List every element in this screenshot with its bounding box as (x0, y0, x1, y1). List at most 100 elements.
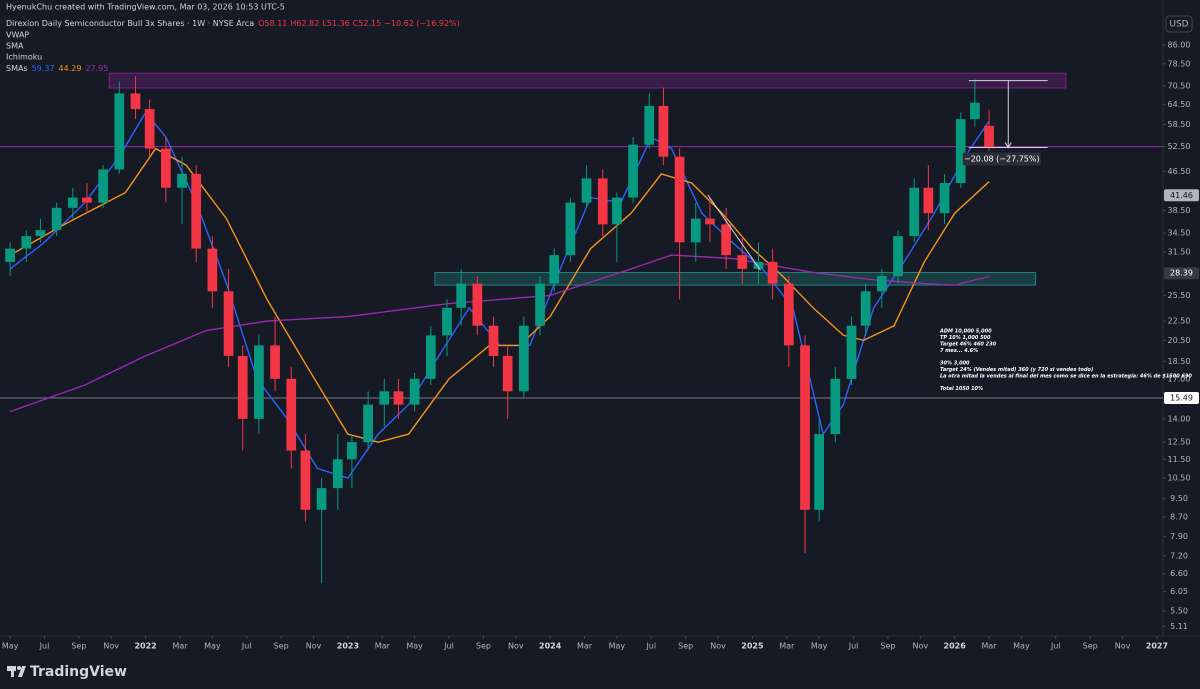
symbol: Direxion Daily Semiconductor Bull 3x Sha… (6, 19, 254, 28)
credit: HyenukChu created with TradingView.com, … (6, 3, 285, 12)
candle-body (877, 276, 887, 292)
y-tick-label: 10.50 (1168, 474, 1191, 483)
candle-body (846, 325, 857, 379)
candle-body (35, 230, 46, 237)
candle-body (753, 261, 764, 269)
candle-body (674, 156, 685, 243)
y-tick-label: 64.50 (1168, 100, 1191, 109)
price-label-box (1164, 391, 1199, 404)
x-tick-label: Jul (1050, 642, 1061, 651)
x-tick-label: Sep (71, 642, 86, 651)
x-tick-label: May (1013, 642, 1030, 651)
ohlc: O58.11 (258, 19, 287, 28)
sma-legend: SMAs 59.37 44.29 27.95 (6, 64, 108, 73)
y-tick-label: 12.50 (1168, 438, 1191, 447)
annotation-line: Target 46% 460 230 (940, 342, 997, 348)
currency-box[interactable] (1165, 15, 1193, 33)
x-tick-label: May (609, 642, 626, 651)
candle-body (67, 197, 78, 208)
x-tick-label: 2023 (337, 642, 359, 651)
x-tick-label: Nov (306, 642, 322, 651)
x-tick-label: 2022 (134, 642, 156, 651)
candle-body (767, 261, 778, 284)
candle-body (549, 255, 560, 284)
x-tick-label: Jul (241, 642, 252, 651)
annotation-line: 30% 3,000 (940, 361, 970, 367)
price-label: 41.46 (1170, 191, 1193, 200)
annotation-line: TP 10% 1,000 500 (940, 335, 991, 341)
sma-value: 27.95 (85, 64, 108, 73)
x-tick-label: Sep (678, 642, 693, 651)
y-tick-label: 5.50 (1170, 607, 1188, 616)
candle-body (860, 291, 871, 326)
x-tick-label: Sep (880, 642, 895, 651)
candle-body (160, 148, 171, 188)
y-tick-label: 22.50 (1168, 317, 1191, 326)
candle-body (830, 378, 841, 435)
candle-body (21, 236, 32, 249)
candle-body (955, 119, 966, 184)
candle-body (909, 187, 920, 237)
candle-body (565, 202, 576, 256)
candle-body (286, 378, 297, 451)
candle-body (5, 248, 15, 262)
y-tick-label: 78.50 (1168, 59, 1191, 68)
x-tick-label: Sep (476, 642, 491, 651)
x-tick-label: May (2, 642, 19, 651)
candle-body (814, 434, 825, 510)
candle-body (207, 248, 218, 292)
logo-icon (18, 666, 26, 677)
y-tick-label: 7.20 (1170, 551, 1188, 560)
sma-value: 44.29 (59, 64, 82, 73)
y-tick-label: 52.50 (1168, 142, 1191, 151)
x-tick-label: 2024 (539, 642, 562, 651)
x-tick-label: Sep (274, 642, 289, 651)
annotation-line: Total 1050 10% (940, 386, 983, 392)
x-tick-label: Nov (710, 642, 726, 651)
logo-icon (17, 666, 21, 670)
annotation-line: ADM 10,000 5,000 (939, 329, 992, 335)
sma-line (9, 254, 990, 413)
y-tick-label: 20.50 (1168, 336, 1191, 345)
x-tick-label: Jul (443, 642, 454, 651)
candle-body (939, 183, 950, 214)
candle-body (737, 255, 748, 269)
candle-body (363, 404, 373, 443)
y-tick-label: 11.50 (1168, 455, 1191, 464)
candle-body (270, 345, 280, 379)
y-tick-label: 58.50 (1168, 120, 1191, 129)
y-tick-label: 31.50 (1168, 247, 1191, 256)
y-tick-label: 9.50 (1170, 494, 1188, 503)
candle-body (502, 355, 513, 392)
y-tick-label: 17.00 (1168, 374, 1191, 383)
candle-body (472, 283, 483, 326)
indicator: SMA (6, 42, 24, 51)
price-label-box (1164, 189, 1199, 202)
y-tick-label: 46.50 (1168, 167, 1191, 176)
zone (108, 72, 1067, 89)
candle-body (800, 345, 810, 510)
x-tick-label: Jul (645, 642, 656, 651)
candle-body (597, 178, 608, 225)
y-tick-label: 25.50 (1168, 291, 1191, 300)
y-tick-label: 5.11 (1170, 622, 1188, 631)
candle-body (300, 450, 311, 510)
candle-body (690, 218, 701, 243)
sma-label: SMAs (6, 64, 28, 73)
candle-body (488, 325, 499, 356)
candle-body (984, 125, 994, 149)
currency[interactable]: USD (1169, 20, 1188, 30)
candle-body (98, 169, 109, 203)
x-tick-label: May (811, 642, 828, 651)
indicator: VWAP (6, 31, 29, 40)
x-tick-label: Nov (508, 642, 524, 651)
x-tick-label: Mar (577, 642, 593, 651)
candle-body (456, 283, 467, 308)
candle-body (82, 197, 92, 203)
candle-body (612, 197, 622, 225)
candle-body (581, 178, 592, 203)
candle-body (393, 391, 404, 405)
